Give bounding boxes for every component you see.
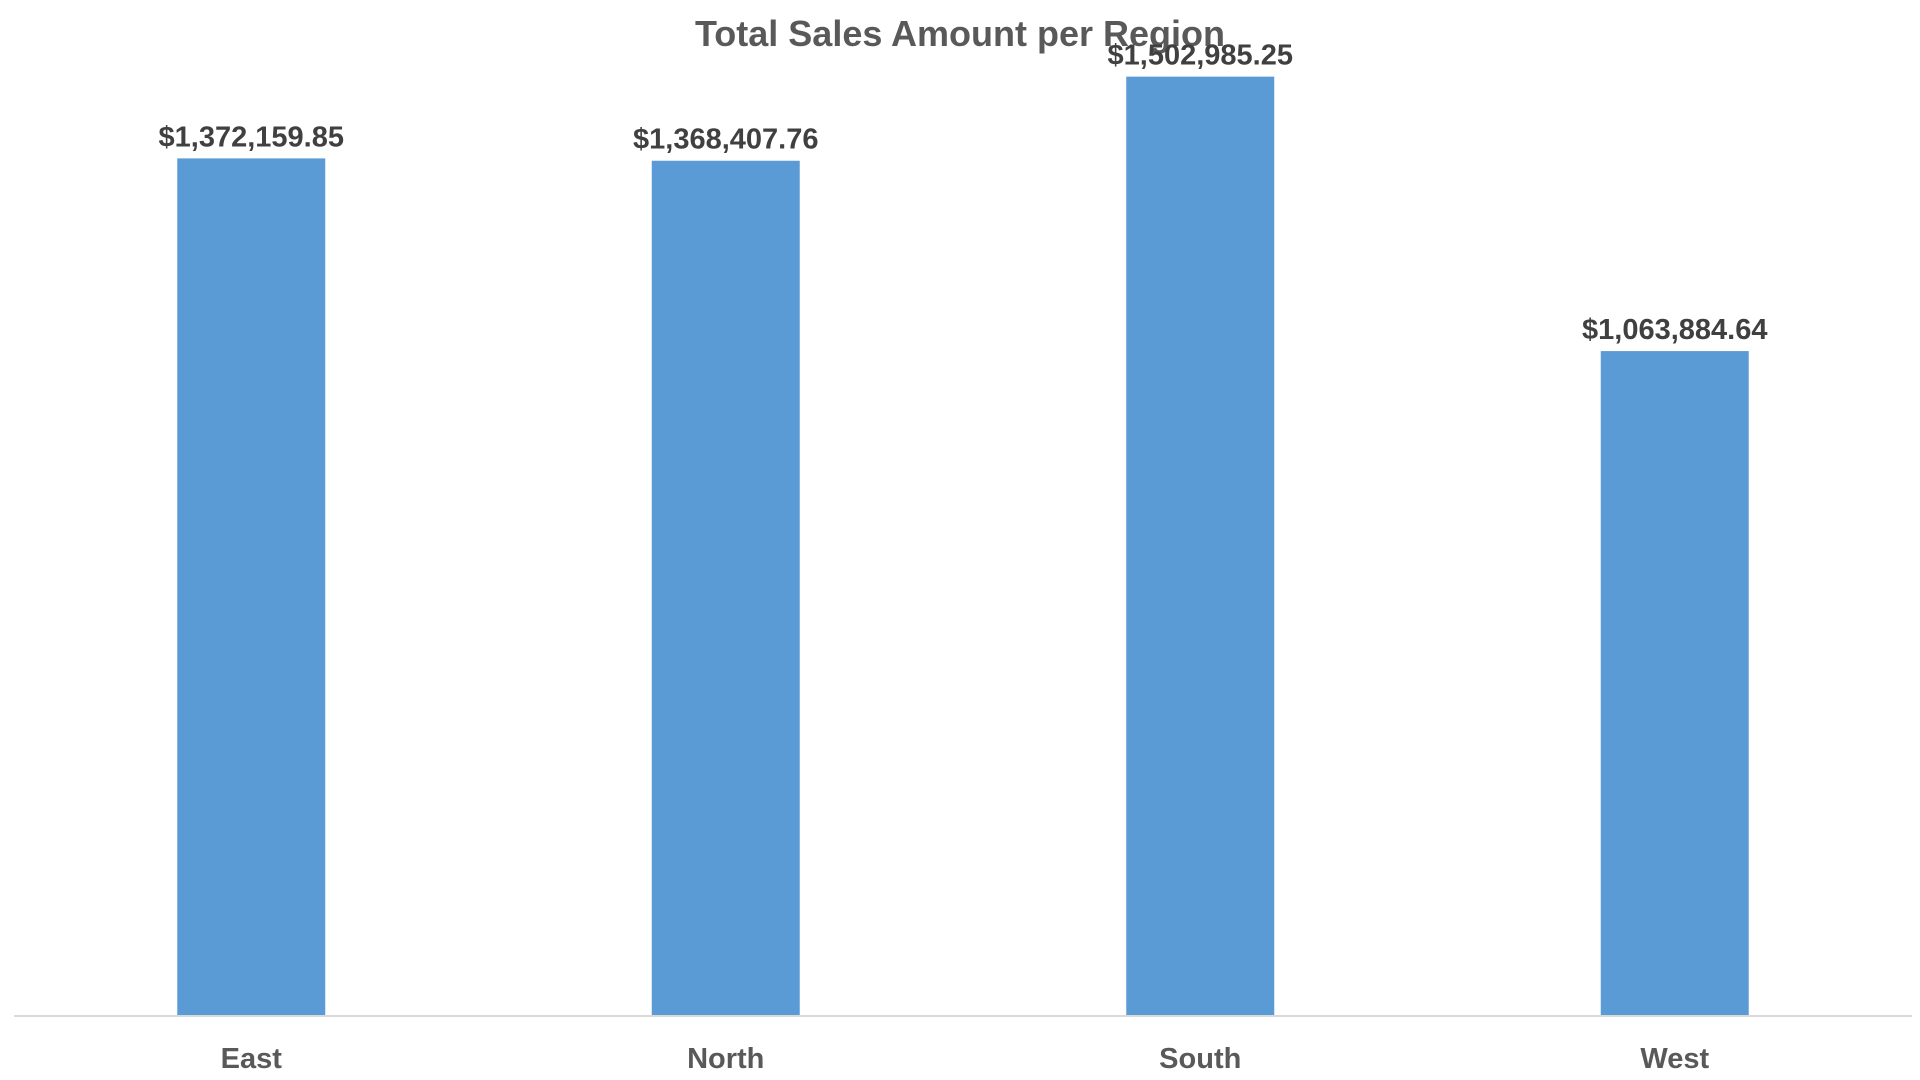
bar-south bbox=[1126, 76, 1275, 1016]
data-labels-group: $1,372,159.85 $1,368,407.76 $1,502,985.25 $… bbox=[159, 40, 1768, 346]
x-tick-label-north: North bbox=[687, 1043, 764, 1075]
bar-north bbox=[651, 160, 800, 1017]
data-label-west: $1,063,884.64 bbox=[1582, 314, 1767, 346]
x-tick-label-east: East bbox=[221, 1043, 283, 1075]
x-tick-label-west: West bbox=[1640, 1043, 1709, 1075]
x-axis-tick-labels: East North South West bbox=[221, 1043, 1710, 1075]
chart-title: Total Sales Amount per Region bbox=[695, 13, 1225, 54]
data-label-south: $1,502,985.25 bbox=[1108, 40, 1293, 72]
bars-group bbox=[177, 76, 1749, 1017]
x-tick-label-south: South bbox=[1159, 1043, 1241, 1075]
bar-west bbox=[1600, 351, 1749, 1016]
data-label-east: $1,372,159.85 bbox=[159, 121, 344, 153]
data-label-north: $1,368,407.76 bbox=[633, 124, 818, 156]
bar-east bbox=[177, 158, 326, 1017]
